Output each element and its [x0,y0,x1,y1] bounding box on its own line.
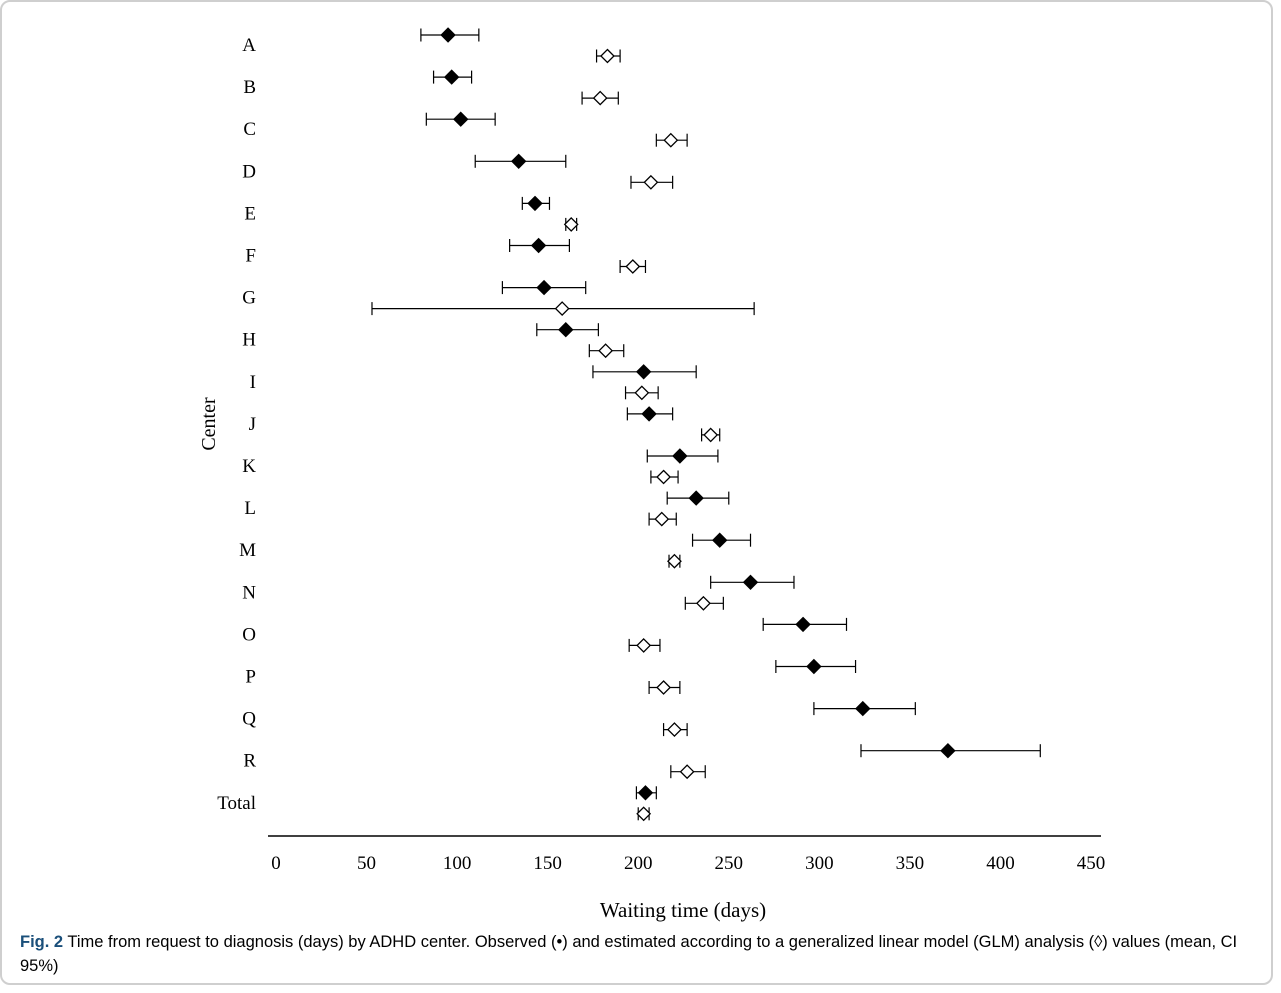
y-axis-label: Center [198,397,220,451]
estimated-mean-N [696,595,711,611]
estimated-mean-O [636,637,652,653]
x-tick-300: 300 [805,853,834,874]
x-tick-400: 400 [986,853,1015,874]
estimated-mean-C [663,132,679,148]
observed-mean-J [641,406,657,422]
observed-mean-H [558,321,574,338]
center-label-H: H [242,330,256,351]
caption-label: Fig. 2 [20,933,64,951]
observed-mean-G [536,279,552,296]
estimated-mean-B [592,90,608,106]
observed-mean-C [453,111,469,127]
center-label-Q: Q [242,709,256,730]
observed-mean-Total [637,785,654,801]
error-bars [371,28,1041,821]
center-label-L: L [244,498,256,519]
center-label-E: E [244,203,256,224]
estimated-mean-A [600,48,615,64]
estimated-mean-Total [636,806,652,822]
estimated-mean-K [656,469,671,485]
center-label-C: C [243,119,256,140]
figure-caption: Fig. 2 Time from request to diagnosis (d… [20,930,1265,978]
center-label-F: F [245,246,256,267]
x-tick-0: 0 [271,853,281,874]
estimated-mean-G [554,301,570,317]
center-label-P: P [245,667,256,688]
x-tick-450: 450 [1077,853,1106,874]
observed-mean-K [672,448,688,464]
center-label-J: J [249,414,256,435]
observed-mean-L [688,490,704,506]
estimated-mean-D [643,174,659,190]
observed-mean-D [510,153,527,170]
center-label-O: O [242,624,256,645]
center-label-I: I [250,372,256,393]
estimated-mean-J [703,427,719,443]
observed-mean-F [530,237,547,254]
center-label-K: K [242,456,256,477]
center-label-N: N [242,582,256,603]
estimated-mean-L [654,511,670,527]
observed-mean-B [443,69,460,85]
center-label-R: R [243,751,256,772]
center-label-G: G [242,288,256,309]
observed-mean-N [742,574,759,591]
observed-mean-I [635,364,652,380]
x-tick-labels: 0 50 100 150 200 250 300 350 400 450 [271,853,1105,874]
observed-mean-O [795,616,811,633]
observed-mean-Q [855,700,871,717]
x-tick-350: 350 [896,853,925,874]
estimated-mean-H [598,343,614,359]
x-tick-250: 250 [715,853,744,874]
observed-mean-E [527,195,543,212]
x-tick-200: 200 [624,853,653,874]
x-tick-100: 100 [443,853,472,874]
center-label-Total: Total [217,793,256,814]
x-tick-50: 50 [357,853,376,874]
estimated-mean-E [563,216,579,232]
estimated-mean-M [667,553,682,569]
center-label-B: B [243,77,256,98]
x-tick-150: 150 [533,853,562,874]
estimated-mean-P [656,680,671,695]
center-label-D: D [242,161,256,182]
observed-mean-R [940,742,956,759]
mean-markers [440,27,956,822]
estimated-mean-R [679,764,695,780]
center-label-M: M [239,540,256,561]
estimated-mean-F [625,259,641,274]
observed-mean-A [440,27,456,43]
x-axis-label: Waiting time (days) [600,898,766,922]
caption-text: Time from request to diagnosis (days) by… [20,933,1238,975]
estimated-mean-Q [667,722,682,738]
observed-mean-P [806,658,822,675]
observed-mean-M [712,532,728,548]
center-label-A: A [242,35,256,56]
estimated-mean-I [634,385,650,401]
